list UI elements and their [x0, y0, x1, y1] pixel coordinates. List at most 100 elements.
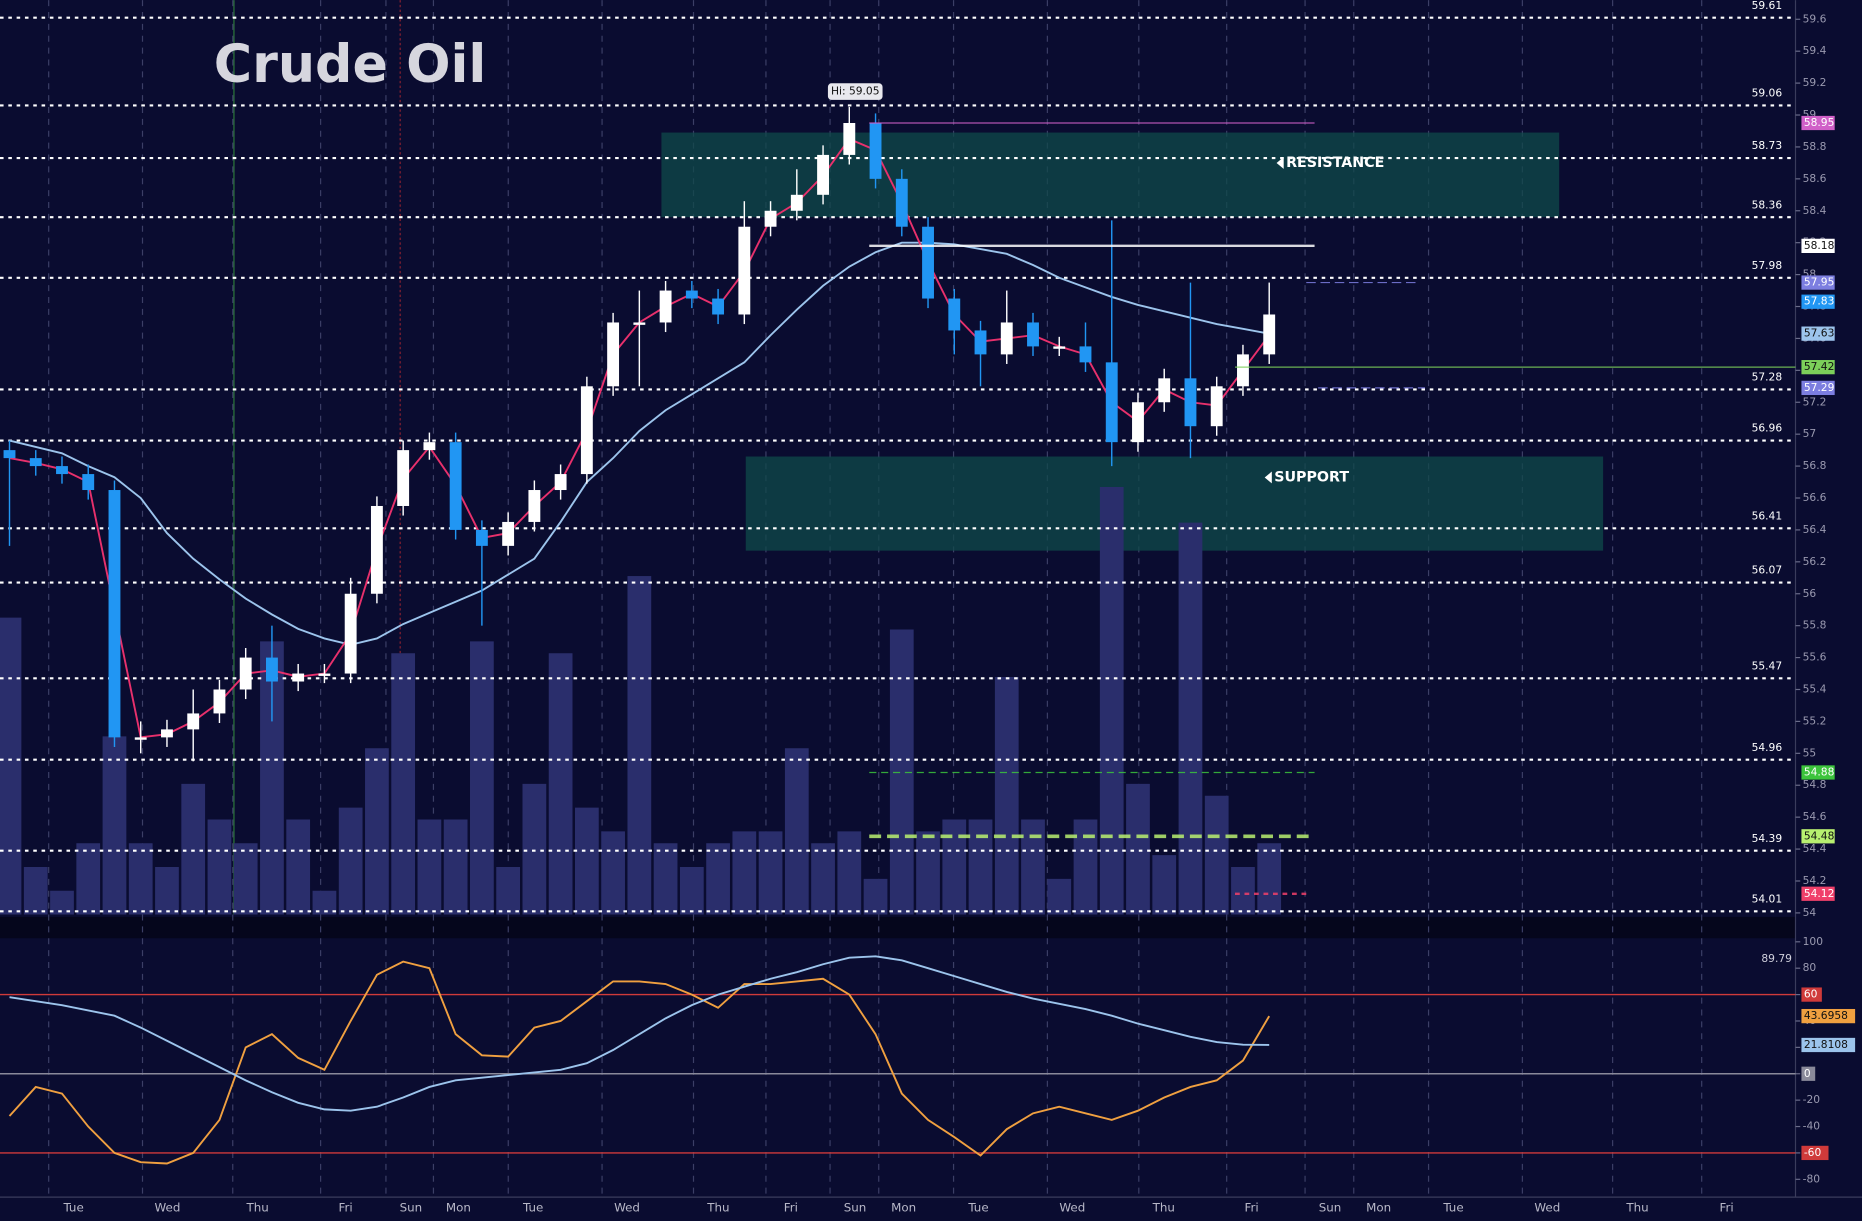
candle-body [134, 737, 147, 740]
volume-bar [312, 890, 337, 915]
volume-bar [653, 843, 678, 915]
y-tick-label: 54.8 [1803, 778, 1827, 791]
y-tick-label: 56.4 [1803, 523, 1827, 536]
y-tick-label: 55 [1803, 746, 1817, 759]
y-tick-label: 100 [1803, 935, 1824, 948]
candle-body [1132, 402, 1144, 443]
x-tick-label: Tue [1442, 1200, 1463, 1214]
x-tick-label: Fri [1245, 1200, 1259, 1214]
y-tick-label: 58.6 [1803, 172, 1827, 185]
candle-body [213, 689, 226, 714]
volume-bar [1178, 522, 1203, 915]
badge-label: 54.88 [1804, 765, 1835, 778]
badge [1801, 1008, 1856, 1024]
y-tick-label: 55.8 [1803, 619, 1827, 632]
x-tick-label: Mon [891, 1200, 916, 1214]
candle-body [1210, 386, 1223, 427]
level-label: 57.28 [1752, 371, 1783, 384]
volume-bar [889, 629, 914, 915]
candle-body [3, 450, 16, 459]
candle-body [423, 442, 436, 451]
candle-body [817, 154, 829, 195]
x-tick-label: Wed [1059, 1200, 1085, 1214]
zone-label: SUPPORT [1274, 469, 1349, 485]
candle-body [685, 290, 698, 299]
y-tick-label: 57.2 [1803, 395, 1827, 408]
x-tick-label: Mon [1366, 1200, 1391, 1214]
y-tick-label: 56 [1803, 587, 1817, 600]
y-tick-label: 54.4 [1803, 842, 1827, 855]
candle-body [397, 450, 410, 506]
y-tick-label: 80 [1803, 961, 1817, 974]
volume-bar [758, 831, 783, 915]
y-tick-label: 54.6 [1803, 810, 1827, 823]
badge-label: 54.48 [1804, 829, 1835, 842]
volume-bar [260, 641, 284, 915]
candle-body [1053, 346, 1066, 349]
moving-average [9, 241, 1270, 646]
badge-label: 57.42 [1804, 360, 1835, 373]
candle-body [370, 505, 383, 594]
level-label: 59.61 [1752, 0, 1783, 12]
annotation: Hi: 59.05 [831, 85, 880, 98]
candle-body [554, 474, 567, 491]
y-tick-label: 56.8 [1803, 459, 1827, 472]
candle-body [922, 226, 934, 299]
y-tick-label: 59.4 [1803, 44, 1827, 57]
candle-body [738, 226, 751, 315]
badge-label: 43.6958 [1804, 1009, 1848, 1022]
badge [1801, 380, 1835, 396]
y-tick-label: 56.2 [1803, 555, 1827, 568]
badge [1801, 886, 1835, 901]
panel-separator [0, 916, 1796, 939]
candle-body [161, 729, 173, 738]
candle-body [974, 330, 987, 355]
volume-bar [968, 819, 993, 915]
x-tick-label: Tue [522, 1200, 543, 1214]
x-tick-label: Thu [706, 1200, 729, 1214]
candle-body [292, 673, 305, 682]
badge [1801, 1066, 1816, 1081]
volume-bar [1152, 855, 1177, 915]
candle-body [449, 442, 462, 530]
badge [1801, 765, 1835, 780]
level-label: 54.96 [1752, 741, 1783, 754]
volume-bar [181, 783, 206, 915]
volume-bar [627, 576, 652, 915]
badge [1801, 360, 1835, 375]
y-tick-label: 58.4 [1803, 204, 1827, 217]
x-tick-label: Tue [967, 1200, 988, 1214]
candle-body [659, 290, 672, 323]
badge-label: 21.8108 [1804, 1038, 1848, 1051]
volume-bar [496, 867, 521, 915]
badge-label: 57.29 [1804, 381, 1835, 394]
volume-bar [1073, 819, 1098, 915]
badge-label: -60 [1804, 1146, 1822, 1159]
badge [1801, 1145, 1829, 1161]
badge-label: 57.83 [1804, 295, 1835, 308]
x-tick-label: Tue [62, 1200, 83, 1214]
candle-body [948, 298, 961, 331]
zone [661, 132, 1560, 218]
annotation-box [827, 83, 883, 100]
candle-body [607, 322, 620, 387]
volume-bar [365, 748, 389, 915]
y-tick-label: 58.8 [1803, 140, 1827, 153]
volume-bar [1047, 878, 1072, 915]
x-tick-label: Sun [1319, 1200, 1342, 1214]
zone-arrow [1276, 157, 1284, 169]
badge [1801, 829, 1835, 844]
x-tick-label: Wed [155, 1200, 181, 1214]
volume-bar [23, 867, 48, 915]
candle-body [56, 466, 68, 475]
y-tick-label: 55.2 [1803, 714, 1827, 727]
candle-body [318, 673, 331, 676]
candle-body [580, 386, 593, 475]
volume-bar [916, 831, 940, 915]
candle-body [266, 657, 278, 682]
candle-body [29, 458, 42, 467]
volume-bar [1204, 795, 1229, 915]
candle-body [502, 521, 515, 546]
candle-body [869, 122, 882, 179]
